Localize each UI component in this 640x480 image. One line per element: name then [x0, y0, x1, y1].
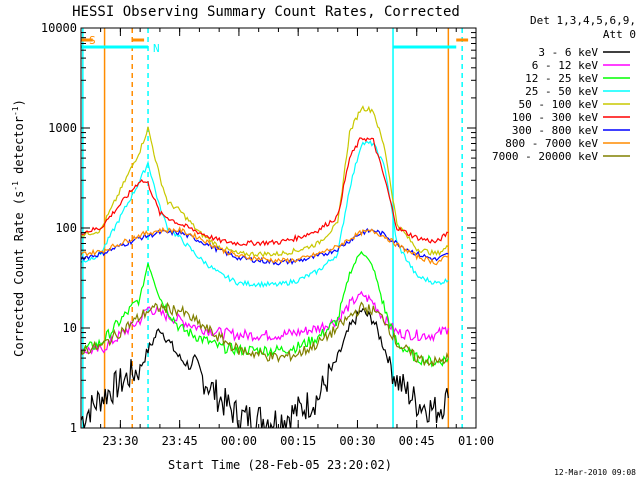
- legend-label-4: 50 - 100 keV: [519, 98, 599, 111]
- x-axis-label: Start Time (28-Feb-05 23:20:02): [168, 458, 392, 472]
- series-line-4: [81, 105, 449, 258]
- series-line-3: [81, 139, 449, 289]
- y-axis-label-end: ): [12, 99, 26, 106]
- x-tick-label-0: 23:30: [102, 434, 138, 448]
- chart-title: HESSI Observing Summary Count Rates, Cor…: [72, 4, 460, 20]
- legend-label-5: 100 - 300 keV: [512, 111, 598, 124]
- series-line-7: [81, 226, 449, 266]
- legend-header-line2: Att 0: [603, 28, 636, 41]
- series-line-0: [81, 307, 449, 428]
- footer-date: 12-Mar-2010 09:08: [554, 468, 636, 477]
- flag-S-label: S: [89, 34, 96, 47]
- y-axis-label: Corrected Count Rate (s-1 detector-1): [11, 99, 26, 357]
- y-tick-label-0: 1: [70, 421, 77, 435]
- flag-bars: SN: [81, 34, 469, 55]
- legend-label-3: 25 - 50 keV: [525, 85, 598, 98]
- series-line-8: [81, 301, 449, 367]
- legend-label-2: 12 - 25 keV: [525, 72, 598, 85]
- y-tick-label-2: 100: [55, 221, 77, 235]
- x-tick-label-1: 23:45: [162, 434, 198, 448]
- legend-label-7: 800 - 7000 keV: [505, 137, 598, 150]
- series-line-2: [81, 250, 449, 368]
- y-tick-label-4: 10000: [41, 21, 77, 35]
- vertical-markers: [82, 28, 463, 428]
- y-axis-label-main: Corrected Count Rate (s: [12, 191, 26, 357]
- x-tick-label-2: 00:00: [221, 434, 257, 448]
- legend-label-1: 6 - 12 keV: [532, 59, 599, 72]
- legend-label-0: 3 - 6 keV: [538, 46, 598, 59]
- flag-N-label: N: [153, 42, 160, 55]
- legend-label-8: 7000 - 20000 keV: [492, 150, 598, 163]
- x-tick-label-4: 00:30: [339, 434, 375, 448]
- y-axis-ticks: 1 10 100 1000 10000: [41, 21, 476, 435]
- legend-label-6: 300 - 800 keV: [512, 124, 598, 137]
- series-lines: [81, 105, 449, 428]
- y-axis-label-sup2: -1: [11, 106, 20, 116]
- y-tick-label-3: 1000: [48, 121, 77, 135]
- x-tick-label-6: 01:00: [458, 434, 494, 448]
- y-tick-label-1: 10: [63, 321, 77, 335]
- x-axis-ticks: 23:30 23:45 00:00 00:15 00:30 00:45 01:00: [100, 28, 494, 448]
- x-tick-label-5: 00:45: [399, 434, 435, 448]
- series-line-5: [81, 137, 449, 247]
- legend-header-line1: Det 1,3,4,5,6,9,: [530, 14, 636, 27]
- x-tick-label-3: 00:15: [280, 434, 316, 448]
- y-axis-label-mid: detector: [12, 116, 26, 181]
- y-axis-label-sup1: -1: [11, 181, 20, 191]
